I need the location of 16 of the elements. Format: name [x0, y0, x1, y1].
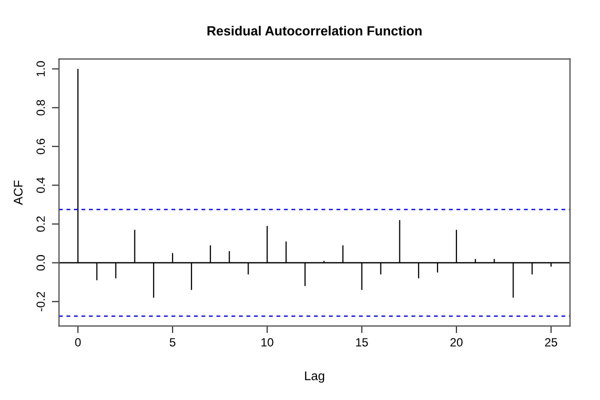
y-tick-label: 1.0 — [36, 61, 45, 76]
x-tick-label: 5 — [170, 338, 176, 346]
x-axis-title: Lag — [305, 371, 324, 383]
x-tick-label: 20 — [450, 338, 463, 346]
y-tick-label: 0.6 — [36, 138, 45, 154]
x-tick-label: 10 — [262, 338, 274, 346]
y-tick-label: 0.0 — [36, 255, 45, 271]
x-tick-label: 15 — [356, 338, 368, 346]
y-tick-label: 0.8 — [36, 100, 45, 116]
x-tick-label: 25 — [545, 338, 558, 346]
chart-title: Residual Autocorrelation Function — [208, 26, 422, 36]
y-tick-label: 0.4 — [36, 177, 45, 193]
x-tick-label: 0 — [75, 338, 81, 346]
y-tick-label: -0.2 — [36, 292, 45, 312]
y-tick-label: 0.2 — [36, 216, 45, 232]
y-axis-title: ACF — [14, 180, 23, 205]
